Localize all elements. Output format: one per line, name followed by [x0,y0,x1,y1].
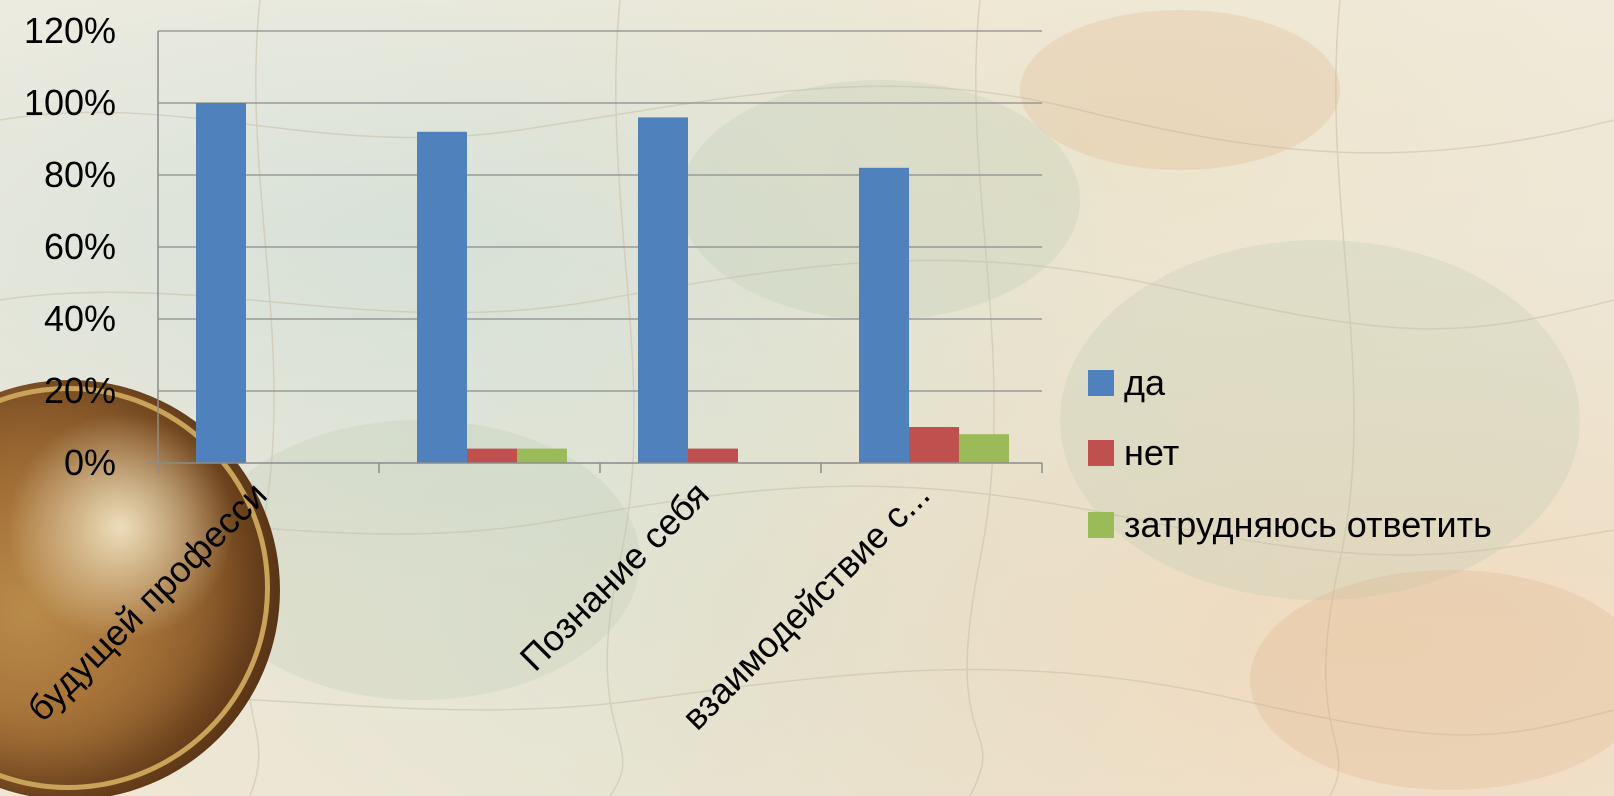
bar [417,131,467,464]
legend-label-da: да [1124,362,1166,403]
legend-swatch-net [1088,440,1114,466]
bar [467,448,517,463]
legend-item-da: да [1088,362,1165,404]
bar [909,427,959,463]
category-label: будущей професси [19,474,274,729]
bars [196,103,1009,464]
legend-swatch-da [1088,370,1114,396]
y-tick-label: 120% [24,10,116,51]
y-tick-labels: 0% 20% 40% 60% 80% 100% 120% [24,10,116,483]
y-tick-label: 40% [44,298,116,339]
y-tick-label: 20% [44,370,116,411]
bar [859,167,909,464]
legend-label-zatrudnyayus: затрудняюсь ответить [1124,504,1492,545]
bar [517,448,567,463]
gridlines [158,30,1042,392]
category-label: взаимодействие с... [674,474,938,738]
y-tick-label: 0% [64,442,116,483]
axes [148,31,1043,473]
bar [196,103,246,463]
legend-label-net: нет [1124,432,1180,473]
legend-swatch-zatrudnyayus [1088,512,1114,538]
bar [638,117,688,464]
legend-item-net: нет [1088,432,1179,474]
category-labels: будущей професси Познание себявзаимодейст… [19,474,937,738]
y-tick-label: 100% [24,82,116,123]
bar [688,448,738,463]
category-label: Познание себя [512,474,717,679]
y-tick-label: 60% [44,226,116,267]
y-tick-label: 80% [44,154,116,195]
bar [959,434,1009,463]
legend-item-zatrudnyayus: затрудняюсь ответить [1088,504,1492,546]
